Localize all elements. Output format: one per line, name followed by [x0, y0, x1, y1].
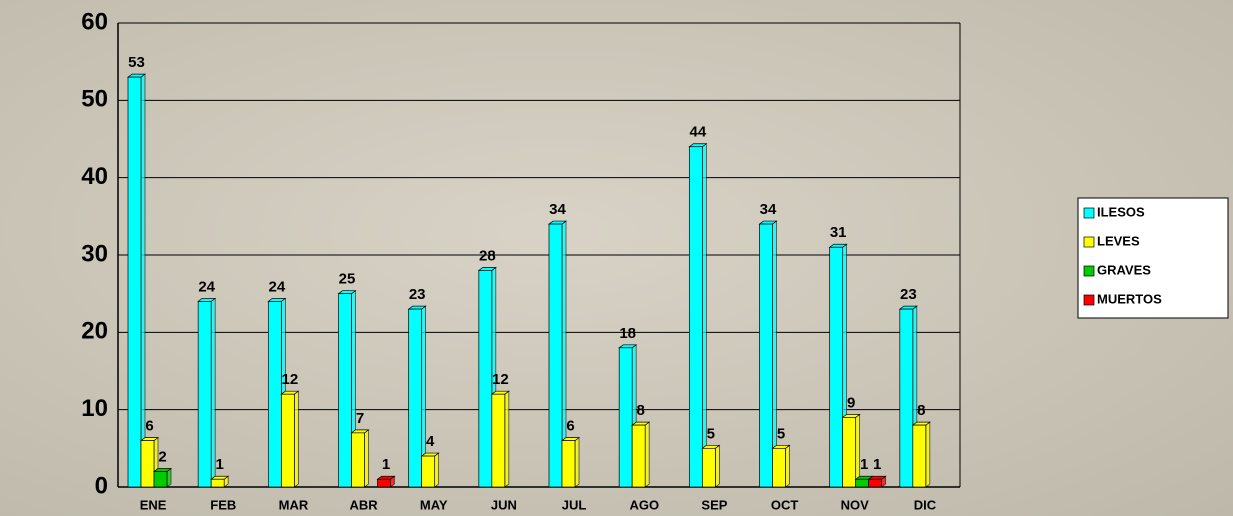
- data-label: 28: [479, 247, 496, 264]
- bar: [618, 347, 633, 488]
- bar: [561, 440, 576, 488]
- data-label: 34: [549, 201, 566, 218]
- data-label: 2: [158, 449, 166, 466]
- bar: [899, 308, 914, 488]
- bar-side: [504, 390, 510, 488]
- y-tick-label: 30: [81, 240, 108, 267]
- bar: [421, 455, 436, 488]
- y-tick-label: 60: [81, 8, 108, 35]
- bar-side: [434, 452, 440, 488]
- data-label: 6: [566, 418, 574, 435]
- x-tick-label: NOV: [841, 497, 870, 512]
- bar: [280, 393, 295, 488]
- y-tick-label: 50: [81, 86, 108, 113]
- y-tick-label: 20: [81, 318, 108, 345]
- data-label: 1: [873, 456, 881, 473]
- bar: [701, 447, 716, 488]
- legend-label: LEVES: [1097, 233, 1140, 248]
- data-label: 25: [339, 271, 356, 288]
- bar-side: [855, 413, 861, 488]
- bar-side: [364, 429, 369, 488]
- bar: [688, 146, 703, 488]
- data-label: 1: [382, 456, 390, 473]
- bar-side: [293, 390, 299, 488]
- bar: [153, 471, 168, 488]
- bar: [772, 447, 786, 488]
- x-tick-label: OCT: [771, 497, 799, 512]
- bar: [842, 417, 857, 488]
- data-label: 1: [215, 456, 223, 473]
- data-label: 8: [636, 402, 644, 419]
- data-label: 5: [777, 425, 785, 442]
- bar: [631, 424, 646, 488]
- data-label: 9: [847, 394, 855, 411]
- x-tick-label: DIC: [914, 497, 937, 512]
- legend-swatch: [1083, 207, 1095, 219]
- bar-side: [644, 421, 650, 488]
- x-tick-label: SEP: [701, 497, 727, 512]
- bar: [491, 393, 506, 488]
- x-tick-label: FEB: [210, 497, 236, 512]
- bar: [855, 478, 870, 488]
- legend-label: GRAVES: [1097, 262, 1151, 277]
- bar: [478, 270, 493, 488]
- bar: [408, 308, 423, 488]
- x-tick-label: ABR: [349, 497, 378, 512]
- data-label: 5: [707, 425, 715, 442]
- bar: [210, 478, 225, 488]
- bar-side: [714, 444, 720, 488]
- y-tick-label: 0: [95, 472, 108, 499]
- data-label: 53: [128, 54, 145, 71]
- data-label: 24: [198, 278, 215, 295]
- bar: [868, 478, 883, 488]
- bar: [267, 301, 282, 488]
- data-label: 23: [900, 286, 917, 303]
- data-label: 4: [426, 433, 435, 450]
- bar: [829, 246, 844, 488]
- data-label: 12: [281, 371, 298, 388]
- bar: [548, 223, 563, 488]
- data-label: 24: [268, 278, 285, 295]
- data-label: 7: [356, 410, 364, 427]
- bar: [759, 223, 773, 488]
- data-label: 6: [145, 418, 153, 435]
- x-tick-label: AGO: [629, 497, 659, 512]
- bar: [140, 440, 155, 488]
- x-tick-label: MAY: [420, 497, 448, 512]
- bar: [912, 424, 927, 488]
- bar: [197, 301, 212, 488]
- data-label: 8: [917, 402, 925, 419]
- legend-label: ILESOS: [1097, 204, 1145, 219]
- x-tick-label: ENE: [140, 497, 167, 512]
- legend-label: MUERTOS: [1097, 291, 1162, 306]
- bar-side: [574, 436, 580, 488]
- bar-side: [785, 444, 790, 488]
- legend-box: [1077, 197, 1229, 319]
- x-tick-label: JUL: [562, 497, 587, 512]
- data-label: 18: [619, 325, 636, 342]
- legend-swatch: [1083, 236, 1095, 248]
- data-label: 12: [492, 371, 509, 388]
- data-label: 44: [689, 124, 706, 141]
- data-label: 1: [860, 456, 868, 473]
- legend-swatch: [1083, 294, 1095, 306]
- data-label: 31: [830, 224, 847, 241]
- y-tick-label: 10: [81, 395, 108, 422]
- data-label: 34: [760, 201, 777, 218]
- bar: [377, 478, 391, 488]
- legend-swatch: [1083, 265, 1095, 277]
- bar-side: [925, 421, 931, 488]
- bar: [351, 432, 365, 488]
- bar: [338, 293, 352, 488]
- bar: [127, 76, 142, 488]
- data-label: 23: [409, 286, 426, 303]
- y-tick-label: 40: [81, 163, 108, 190]
- x-tick-label: MAR: [279, 497, 309, 512]
- x-tick-label: JUN: [491, 497, 517, 512]
